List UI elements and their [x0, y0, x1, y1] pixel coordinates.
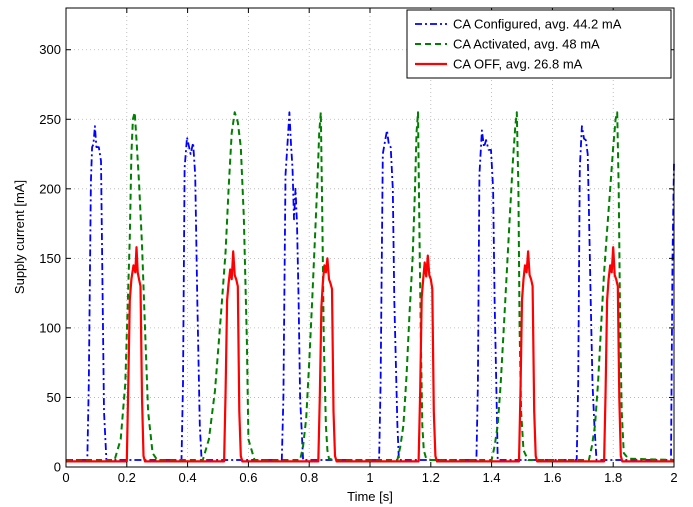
y-tick-label: 150 — [39, 251, 61, 266]
y-tick-label: 300 — [39, 42, 61, 57]
x-tick-label: 1.6 — [543, 470, 561, 485]
x-tick-label: 0 — [62, 470, 69, 485]
legend-entry: CA OFF, avg. 26.8 mA — [453, 57, 583, 72]
ticks: 0 0.2 0.4 0.6 0.8 1 1.2 1.4 1.6 1.8 2 0 50 100 150 200 2… — [39, 8, 678, 485]
x-tick-label: 0.2 — [118, 470, 136, 485]
x-tick-label: 1 — [366, 470, 373, 485]
x-tick-label: 0.4 — [179, 470, 197, 485]
y-tick-label: 50 — [47, 390, 61, 405]
x-tick-label: 1.2 — [422, 470, 440, 485]
y-tick-label: 100 — [39, 320, 61, 335]
series-layer — [66, 111, 675, 463]
series-line-3 — [66, 246, 674, 463]
y-axis-label: Supply current [mA] — [12, 180, 27, 294]
x-tick-label: 2 — [670, 470, 677, 485]
y-tick-label: 250 — [39, 112, 61, 127]
legend-entry: CA Activated, avg. 48 mA — [453, 37, 600, 52]
legend: CA Configured, avg. 44.2 mA CA Activated,… — [406, 9, 672, 79]
y-tick-label: 0 — [54, 460, 61, 475]
x-axis-label: Time [s] — [347, 489, 393, 504]
legend-box — [406, 9, 672, 79]
x-tick-label: 1.8 — [604, 470, 622, 485]
x-tick-label: 0.6 — [239, 470, 257, 485]
x-tick-label: 0.8 — [300, 470, 318, 485]
y-tick-label: 200 — [39, 181, 61, 196]
legend-entry: CA Configured, avg. 44.2 mA — [453, 17, 622, 32]
x-tick-label: 1.4 — [483, 470, 501, 485]
series-line-2 — [66, 111, 675, 461]
